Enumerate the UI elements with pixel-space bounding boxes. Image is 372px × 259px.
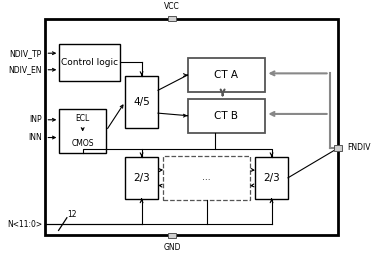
Bar <box>45 19 338 235</box>
Text: 12: 12 <box>68 210 77 219</box>
Text: 2/3: 2/3 <box>263 173 280 183</box>
Bar <box>163 156 250 200</box>
Text: ...: ... <box>202 173 211 182</box>
Bar <box>168 233 176 238</box>
Bar <box>255 157 288 199</box>
Bar <box>59 44 120 81</box>
Bar <box>125 157 158 199</box>
Bar <box>187 98 266 133</box>
Text: CT A: CT A <box>215 70 238 80</box>
Bar <box>125 76 158 128</box>
Bar <box>168 16 176 21</box>
Text: NDIV_EN: NDIV_EN <box>9 65 42 74</box>
Text: INP: INP <box>29 115 42 124</box>
Bar <box>187 58 266 92</box>
Text: ECL: ECL <box>76 114 90 123</box>
Text: NDIV_TP: NDIV_TP <box>10 49 42 58</box>
Text: GND: GND <box>163 243 181 252</box>
Bar <box>334 145 342 151</box>
Text: CMOS: CMOS <box>71 139 94 148</box>
Text: 4/5: 4/5 <box>133 97 150 107</box>
Text: 2/3: 2/3 <box>133 173 150 183</box>
Text: CT B: CT B <box>215 111 238 121</box>
Text: N<11:0>: N<11:0> <box>7 220 42 229</box>
Text: VCC: VCC <box>164 2 180 11</box>
Text: Control logic: Control logic <box>61 58 118 67</box>
Bar <box>59 109 106 153</box>
Text: INN: INN <box>28 133 42 142</box>
Text: FNDIV: FNDIV <box>347 143 371 153</box>
